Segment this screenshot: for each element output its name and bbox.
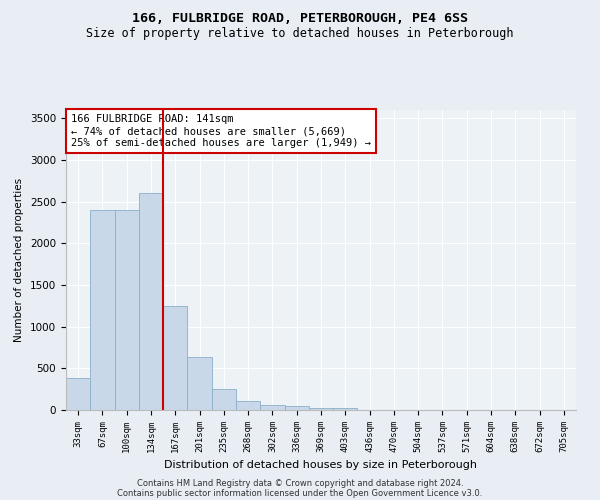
Text: Size of property relative to detached houses in Peterborough: Size of property relative to detached ho… [86, 28, 514, 40]
Bar [212, 389, 236, 410]
Bar [260, 405, 284, 410]
Bar [309, 408, 333, 410]
Bar [187, 356, 212, 410]
Text: 166, FULBRIDGE ROAD, PETERBOROUGH, PE4 6SS: 166, FULBRIDGE ROAD, PETERBOROUGH, PE4 6… [132, 12, 468, 26]
Bar [115, 210, 139, 410]
Bar [163, 306, 187, 410]
Bar [90, 210, 115, 410]
Bar [139, 194, 163, 410]
Text: Contains HM Land Registry data © Crown copyright and database right 2024.: Contains HM Land Registry data © Crown c… [137, 478, 463, 488]
Text: Contains public sector information licensed under the Open Government Licence v3: Contains public sector information licen… [118, 488, 482, 498]
Bar [66, 378, 90, 410]
Y-axis label: Number of detached properties: Number of detached properties [14, 178, 25, 342]
Bar [333, 408, 358, 410]
Bar [284, 406, 309, 410]
Text: 166 FULBRIDGE ROAD: 141sqm
← 74% of detached houses are smaller (5,669)
25% of s: 166 FULBRIDGE ROAD: 141sqm ← 74% of deta… [71, 114, 371, 148]
X-axis label: Distribution of detached houses by size in Peterborough: Distribution of detached houses by size … [164, 460, 478, 470]
Bar [236, 401, 260, 410]
